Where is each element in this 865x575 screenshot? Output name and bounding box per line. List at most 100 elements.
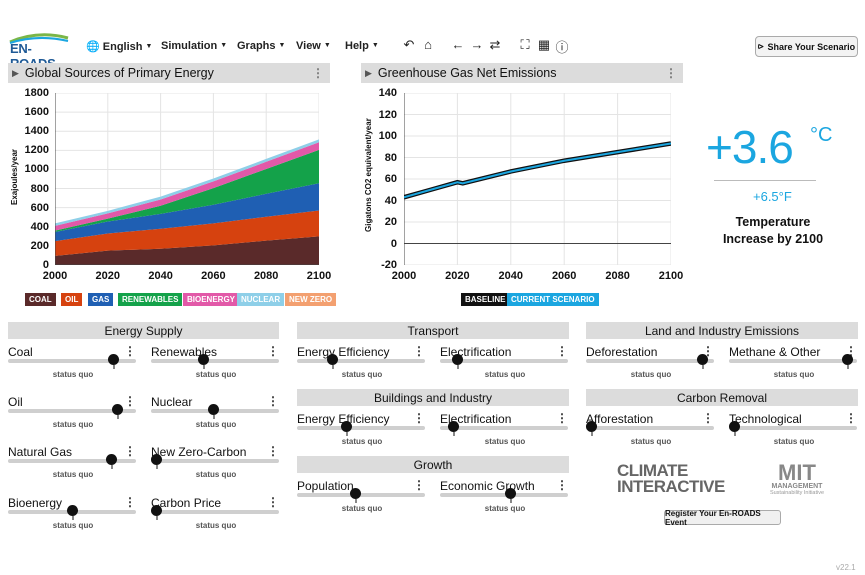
more-options-icon[interactable]: ⋮ [124, 394, 136, 408]
slider-track[interactable] [297, 426, 425, 430]
slider-handle[interactable] [452, 354, 463, 365]
legend-new-zero[interactable]: NEW ZERO [285, 293, 337, 306]
legend-oil[interactable]: OIL [61, 293, 83, 306]
slider-handle[interactable] [842, 354, 853, 365]
slider-track[interactable] [151, 510, 279, 514]
graphs-menu[interactable]: Graphs ▼ [237, 40, 285, 52]
more-options-icon[interactable]: ⋮ [556, 478, 568, 492]
slider-handle[interactable] [198, 354, 209, 365]
simulation-menu[interactable]: Simulation ▼ [161, 40, 227, 52]
more-options-icon[interactable]: ⋮ [124, 444, 136, 458]
more-options-icon[interactable]: ⋮ [267, 444, 279, 458]
graph-options-icon[interactable]: ⋮ [312, 66, 324, 80]
more-options-icon[interactable]: ⋮ [702, 411, 714, 425]
mit-management-logo[interactable]: MIT MANAGEMENT Sustainability Initiative [762, 462, 832, 503]
slider-handle[interactable] [106, 454, 117, 465]
more-options-icon[interactable]: ⋮ [556, 344, 568, 358]
view-menu[interactable]: View ▼ [296, 40, 331, 52]
share-scenario-button[interactable]: ⪧ Share Your Scenario [755, 36, 858, 57]
legend-current-scenario[interactable]: CURRENT SCENARIO [507, 293, 599, 306]
forward-icon[interactable]: → [470, 37, 484, 52]
control-label[interactable]: Methane & Other [729, 345, 821, 359]
slider-track[interactable] [440, 359, 568, 363]
legend-coal[interactable]: COAL [25, 293, 56, 306]
control-label[interactable]: Carbon Price [151, 496, 222, 510]
control-label[interactable]: Nuclear [151, 395, 193, 409]
slider-handle[interactable] [327, 354, 338, 365]
control-label[interactable]: Electrification [440, 345, 512, 359]
slider-track[interactable] [440, 493, 568, 497]
slider-handle[interactable] [505, 488, 516, 499]
energy-graph-header[interactable]: ▶ Global Sources of Primary Energy ⋮ [8, 63, 330, 83]
en-roads-logo[interactable]: EN-ROADS [8, 32, 70, 71]
slider-track[interactable] [729, 426, 857, 430]
more-options-icon[interactable]: ⋮ [267, 394, 279, 408]
more-options-icon[interactable]: ⋮ [845, 411, 857, 425]
slider-track[interactable] [8, 359, 136, 363]
more-options-icon[interactable]: ⋮ [413, 411, 425, 425]
slider-track[interactable] [586, 426, 714, 430]
control-label[interactable]: Bioenergy [8, 496, 63, 510]
control-label[interactable]: Afforestation [586, 412, 654, 426]
control-label[interactable]: Deforestation [586, 345, 658, 359]
slider-track[interactable] [297, 493, 425, 497]
register-event-button[interactable]: Register Your En-ROADS Event [664, 509, 781, 527]
control-label[interactable]: Energy Efficiency [297, 345, 390, 359]
legend-baseline[interactable]: BASELINE [461, 293, 510, 306]
control-label[interactable]: Oil [8, 395, 23, 409]
emissions-graph-header[interactable]: ▶ Greenhouse Gas Net Emissions ⋮ [361, 63, 683, 83]
more-options-icon[interactable]: ⋮ [267, 495, 279, 509]
info-icon[interactable]: ⓘ [555, 40, 569, 55]
control-label[interactable]: Energy Efficiency [297, 412, 390, 426]
slider-handle[interactable] [108, 354, 119, 365]
slider-track[interactable] [586, 359, 714, 363]
slider-handle[interactable] [697, 354, 708, 365]
control-label[interactable]: Population [297, 479, 354, 493]
back-icon[interactable]: ← [451, 37, 465, 52]
slider-track[interactable] [729, 359, 857, 363]
control-oil: Oil ⋮ status quo [8, 394, 138, 441]
slider-handle[interactable] [586, 421, 597, 432]
slider-track[interactable] [440, 426, 568, 430]
climate-interactive-logo[interactable]: CLIMATE INTERACTIVE [617, 462, 725, 499]
control-econ: Economic Growth ⋮ status quo [440, 478, 570, 525]
slider-track[interactable] [8, 459, 136, 463]
table-icon[interactable]: ▦ [537, 37, 551, 52]
slider-handle[interactable] [729, 421, 740, 432]
slider-handle[interactable] [448, 421, 459, 432]
slider-track[interactable] [8, 409, 136, 413]
more-options-icon[interactable]: ⋮ [556, 411, 568, 425]
undo-icon[interactable]: ↶ [403, 37, 415, 52]
control-label[interactable]: Coal [8, 345, 33, 359]
legend-nuclear[interactable]: NUCLEAR [237, 293, 285, 306]
slider-handle[interactable] [112, 404, 123, 415]
slider-handle[interactable] [350, 488, 361, 499]
control-label[interactable]: Economic Growth [440, 479, 535, 493]
slider-handle[interactable] [208, 404, 219, 415]
legend-bioenergy[interactable]: BIOENERGY [183, 293, 240, 306]
help-menu[interactable]: Help ▼ [345, 40, 379, 52]
slider-handle[interactable] [151, 505, 162, 516]
slider-track[interactable] [297, 359, 425, 363]
legend-renewables[interactable]: RENEWABLES [118, 293, 183, 306]
more-options-icon[interactable]: ⋮ [413, 478, 425, 492]
language-menu[interactable]: 🌐 English ▼ [86, 40, 152, 53]
slider-handle[interactable] [67, 505, 78, 516]
slider-track[interactable] [151, 359, 279, 363]
more-options-icon[interactable]: ⋮ [413, 344, 425, 358]
fullscreen-icon[interactable]: ⛶ [520, 37, 530, 52]
control-label[interactable]: New Zero-Carbon [151, 445, 247, 459]
slider-track[interactable] [151, 459, 279, 463]
legend-gas[interactable]: GAS [88, 293, 114, 306]
home-icon[interactable]: ⌂ [424, 37, 432, 52]
more-options-icon[interactable]: ⋮ [267, 344, 279, 358]
caret-down-icon: ▼ [278, 42, 286, 49]
control-label[interactable]: Technological [729, 412, 802, 426]
slider-handle[interactable] [341, 421, 352, 432]
graph-options-icon[interactable]: ⋮ [665, 66, 677, 80]
swap-icon[interactable]: ⇄ [489, 37, 501, 52]
control-label[interactable]: Natural Gas [8, 445, 73, 459]
more-options-icon[interactable]: ⋮ [124, 344, 136, 358]
slider-handle[interactable] [151, 454, 162, 465]
more-options-icon[interactable]: ⋮ [124, 495, 136, 509]
